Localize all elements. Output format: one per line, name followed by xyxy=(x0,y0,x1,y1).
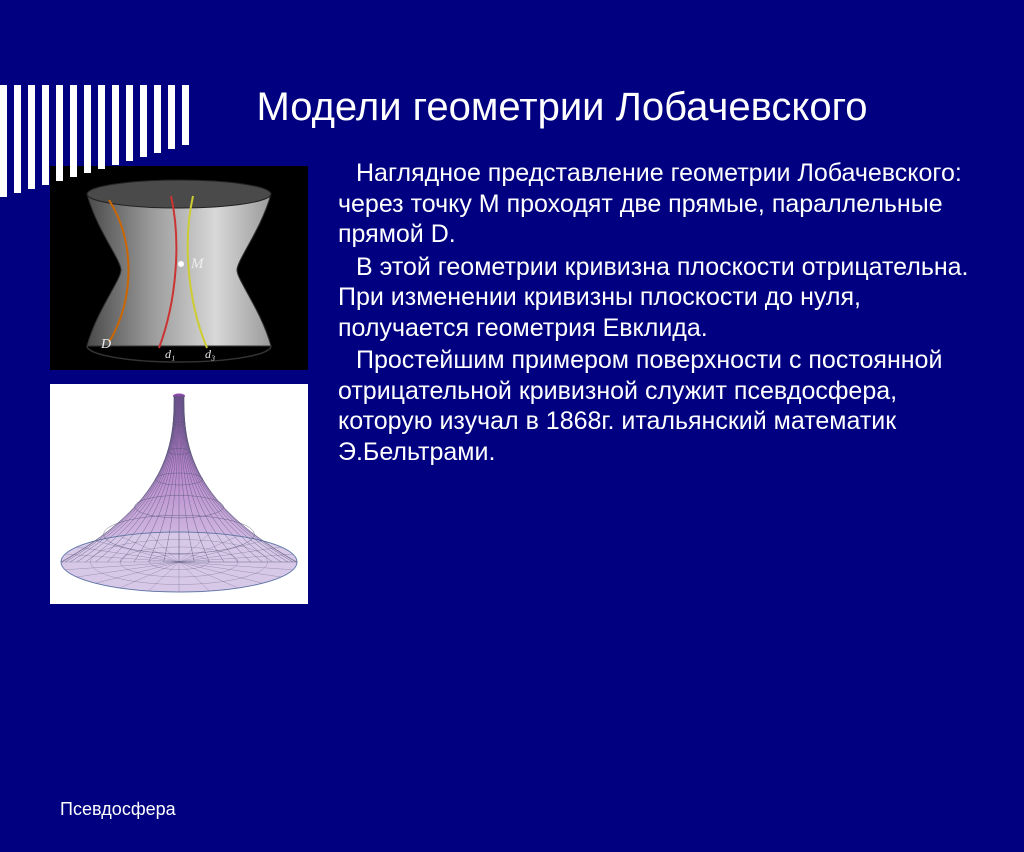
corner-stripes xyxy=(0,85,196,197)
svg-text:M: M xyxy=(190,256,205,272)
svg-text:d₃: d₃ xyxy=(205,347,215,361)
paragraph: В этой геометрии кривизна плоскости отри… xyxy=(338,252,974,344)
pseudosphere-caption: Псевдосфера xyxy=(60,799,176,820)
paragraph: Простейшим примером поверхности с постоя… xyxy=(338,345,974,467)
slide-title: Модели геометрии Лобачевского xyxy=(140,85,984,130)
pseudosphere-figure xyxy=(50,384,310,604)
figures-column: M Dd₁ d₃ xyxy=(50,158,320,604)
svg-text:D: D xyxy=(100,337,111,352)
paragraph: Наглядное представление геометрии Лобаче… xyxy=(338,158,974,250)
content-row: M Dd₁ d₃ Наглядное представление геометрии… xyxy=(40,158,984,604)
text-column: Наглядное представление геометрии Лобаче… xyxy=(338,158,984,604)
svg-text:d₁: d₁ xyxy=(165,347,175,361)
